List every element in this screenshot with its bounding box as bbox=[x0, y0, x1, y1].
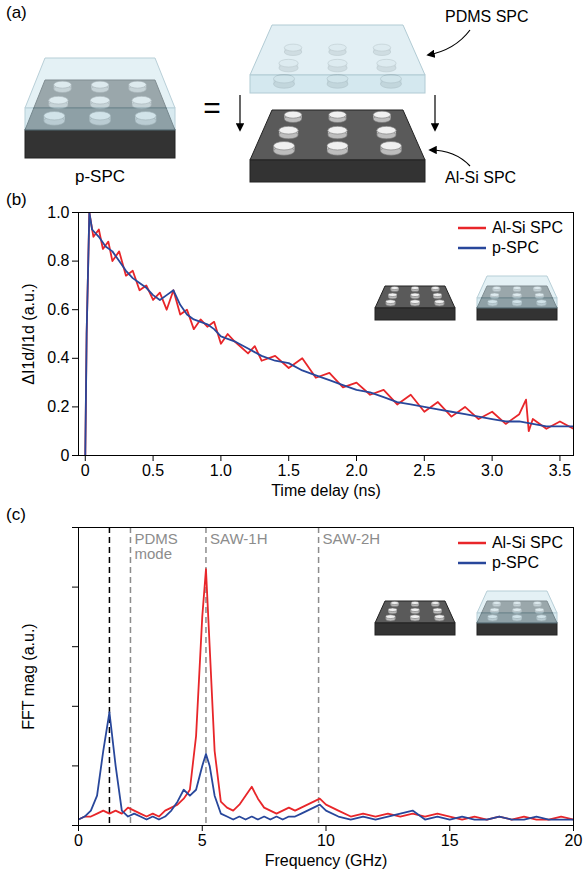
svg-text:0: 0 bbox=[81, 462, 90, 479]
svg-text:FFT mag (a.u.): FFT mag (a.u.) bbox=[20, 623, 37, 729]
svg-text:2.5: 2.5 bbox=[413, 462, 435, 479]
html-text:(c): (c) bbox=[6, 505, 26, 524]
svg-text:0.8: 0.8 bbox=[47, 252, 69, 269]
html-text:Al-Si SPC: Al-Si SPC bbox=[491, 534, 563, 551]
svg-text:1.0: 1.0 bbox=[210, 462, 232, 479]
svg-text:(a): (a) bbox=[6, 3, 27, 22]
html-text:p-SPC: p-SPC bbox=[491, 554, 539, 571]
svg-text:5: 5 bbox=[198, 832, 207, 849]
svg-text:Frequency (GHz): Frequency (GHz) bbox=[265, 852, 388, 869]
svg-text:1.5: 1.5 bbox=[278, 462, 300, 479]
svg-text:Time delay (ns): Time delay (ns) bbox=[271, 482, 381, 499]
svg-text:0.2: 0.2 bbox=[47, 398, 69, 415]
svg-text:0.6: 0.6 bbox=[47, 301, 69, 318]
html-text:Al-Si SPC: Al-Si SPC bbox=[491, 219, 563, 236]
svg-text:0.5: 0.5 bbox=[142, 462, 164, 479]
svg-text:3.5: 3.5 bbox=[549, 462, 571, 479]
svg-text:1.0: 1.0 bbox=[47, 204, 69, 221]
svg-text:SAW-2H: SAW-2H bbox=[323, 530, 381, 547]
svg-text:ΔI1d/I1d (a.u.): ΔI1d/I1d (a.u.) bbox=[20, 283, 37, 384]
svg-text:PDMS SPC: PDMS SPC bbox=[445, 8, 529, 25]
svg-text:10: 10 bbox=[317, 832, 335, 849]
svg-text:p-SPC: p-SPC bbox=[75, 167, 125, 186]
html-text:(b): (b) bbox=[6, 190, 27, 209]
svg-text:2.0: 2.0 bbox=[345, 462, 367, 479]
svg-text:0: 0 bbox=[74, 832, 83, 849]
svg-text:=: = bbox=[203, 91, 221, 124]
svg-text:0: 0 bbox=[61, 447, 70, 464]
svg-text:20: 20 bbox=[565, 832, 583, 849]
svg-text:15: 15 bbox=[441, 832, 459, 849]
svg-text:PDMSmode: PDMSmode bbox=[134, 530, 177, 562]
svg-text:3.0: 3.0 bbox=[481, 462, 503, 479]
svg-text:Al-Si SPC: Al-Si SPC bbox=[445, 169, 516, 186]
svg-text:SAW-1H: SAW-1H bbox=[210, 530, 268, 547]
html-text:p-SPC: p-SPC bbox=[491, 239, 539, 256]
svg-text:0.4: 0.4 bbox=[47, 349, 69, 366]
